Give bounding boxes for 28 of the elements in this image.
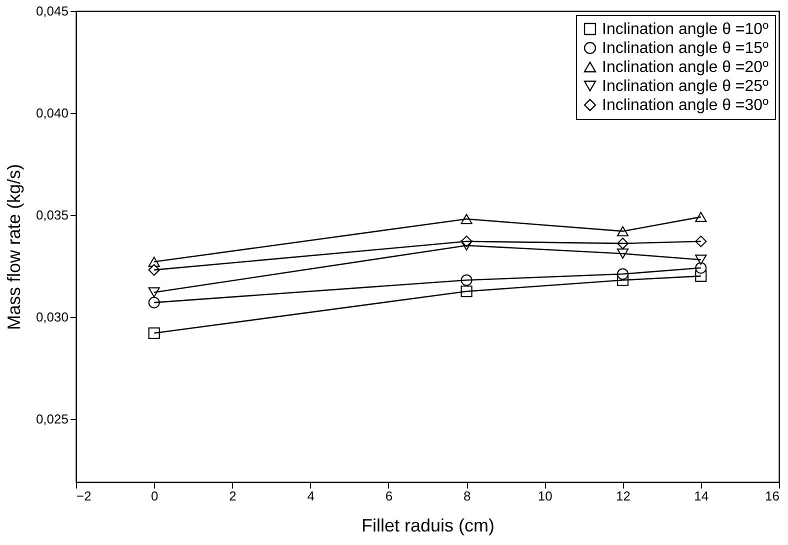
x-tick-label: 4 — [307, 488, 314, 504]
y-tick-label: 0,025 — [36, 411, 68, 426]
x-tick-label: 8 — [463, 488, 471, 504]
legend-label: Inclination angle θ =25º — [602, 78, 769, 95]
legend-label: Inclination angle θ =20º — [602, 59, 769, 76]
y-tick-label: 0,040 — [36, 105, 68, 120]
point — [695, 236, 707, 248]
legend-label: Inclination angle θ =30º — [602, 97, 769, 114]
x-tick-label: 6 — [385, 488, 393, 504]
y-axis-title: Mass flow rate (kg/s) — [4, 164, 24, 330]
x-tick-label: 2 — [229, 488, 236, 504]
x-tick-label: 10 — [538, 488, 552, 504]
x-tick-label: 16 — [765, 488, 780, 504]
point — [148, 296, 160, 308]
point — [148, 287, 160, 298]
y-tick-label: 0,035 — [36, 207, 68, 222]
point — [695, 212, 707, 222]
legend-label: Inclination angle θ =10º — [602, 21, 769, 38]
point — [695, 254, 707, 265]
x-tick-label: 12 — [616, 488, 631, 504]
x-tick-label: 14 — [694, 488, 709, 504]
x-axis-title: Fillet raduis (cm) — [361, 516, 495, 536]
y-tick-label: 0,030 — [36, 309, 68, 324]
point — [148, 327, 160, 339]
y-tick-label: 0,045 — [36, 4, 68, 18]
x-tick-label: 0 — [150, 488, 158, 504]
legend-label: Inclination angle θ =15º — [602, 40, 769, 57]
x-tick-label: −2 — [76, 488, 92, 504]
